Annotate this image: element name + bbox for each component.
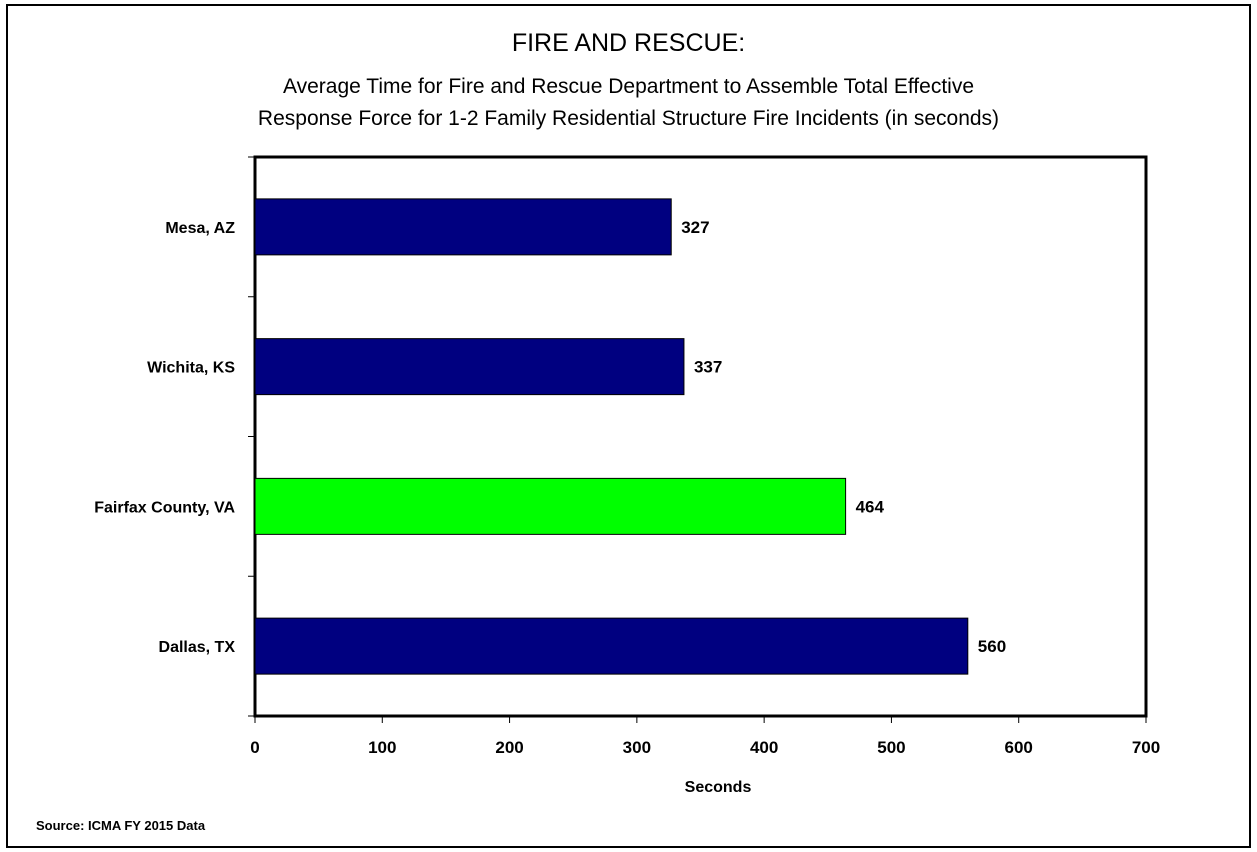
bar-value-label: 464 bbox=[856, 497, 885, 516]
bar-value-label: 337 bbox=[694, 358, 722, 377]
chart-title: FIRE AND RESCUE: bbox=[511, 29, 746, 57]
category-labels: Mesa, AZ Wichita, KS Fairfax County, VA Dal… bbox=[94, 220, 235, 656]
x-tick-label: 700 bbox=[1132, 738, 1160, 757]
x-tick-label: 600 bbox=[1005, 738, 1033, 757]
chart-subtitle-line-2: Response Force for 1-2 Family Residentia… bbox=[257, 107, 1000, 130]
bar-wichita-ks bbox=[254, 338, 685, 396]
x-tick-label: 400 bbox=[750, 738, 778, 757]
category-label: Mesa, AZ bbox=[165, 220, 235, 237]
x-tick-label: 0 bbox=[250, 738, 259, 757]
x-tick-label: 200 bbox=[495, 738, 523, 757]
category-label: Dallas, TX bbox=[159, 639, 236, 656]
x-tick-label: 500 bbox=[877, 738, 905, 757]
x-tick-labels: 0 100 200 300 400 500 600 700 bbox=[250, 738, 1160, 757]
x-tick-label: 300 bbox=[623, 738, 651, 757]
x-axis-ticks bbox=[254, 716, 1147, 723]
category-label: Wichita, KS bbox=[147, 360, 235, 377]
bar-value-label: 560 bbox=[978, 637, 1006, 656]
chart-subtitle-line-1: Average Time for Fire and Rescue Departm… bbox=[282, 75, 974, 98]
y-axis-ticks bbox=[248, 156, 255, 717]
bar-mesa-az bbox=[254, 198, 672, 256]
bar-fairfax-county-va bbox=[254, 477, 847, 535]
bar-value-label: 327 bbox=[681, 218, 709, 237]
x-axis-label: Seconds bbox=[685, 779, 752, 796]
category-label: Fairfax County, VA bbox=[94, 499, 235, 516]
x-tick-label: 100 bbox=[368, 738, 396, 757]
source-note: Source: ICMA FY 2015 Data bbox=[36, 818, 206, 833]
bars bbox=[254, 198, 969, 675]
bar-dallas-tx bbox=[254, 617, 969, 675]
value-labels: 327 337 464 560 bbox=[681, 218, 1006, 656]
